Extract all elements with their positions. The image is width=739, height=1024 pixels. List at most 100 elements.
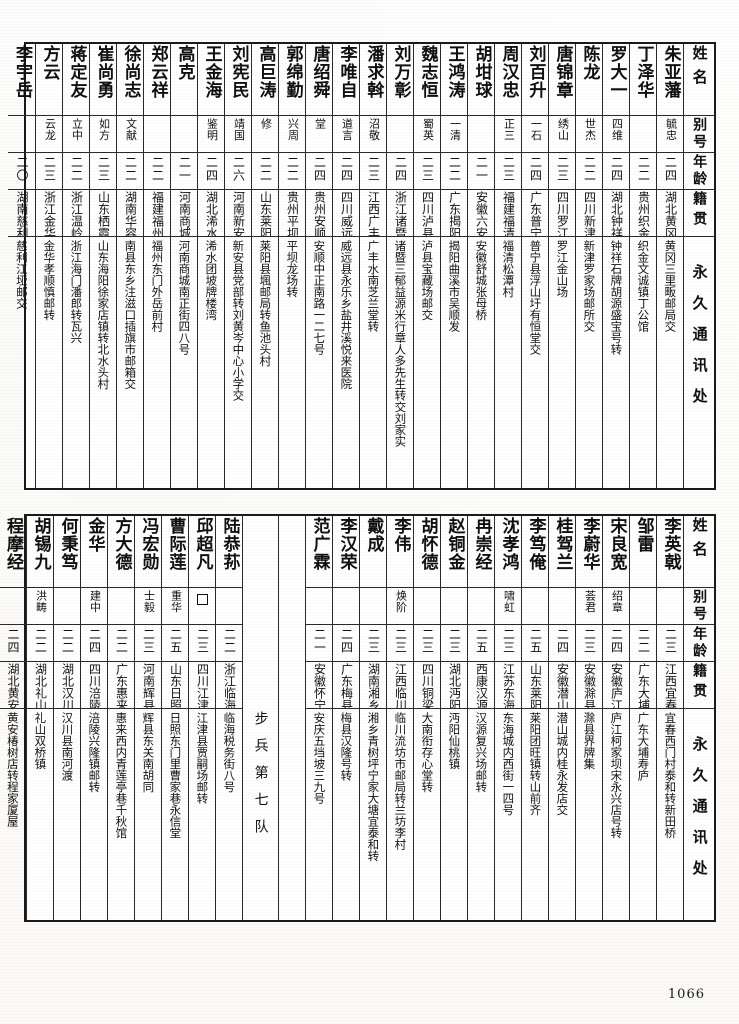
person-origin: 江西广丰 bbox=[360, 190, 386, 237]
person-address: 大南衔存心堂转 bbox=[414, 709, 440, 920]
person-column[interactable]: 潘求斡 沼敬 二三 江西广丰 广丰水南芝兰堂转 bbox=[359, 44, 386, 488]
person-column[interactable]: 郑云祥 二二 福建福州 福州东门外岳前村 bbox=[143, 44, 170, 488]
person-alias: 重华 bbox=[162, 588, 188, 625]
person-column[interactable]: 程摩经 二四 湖北黄安 黄安椿树店转程家厦屋 bbox=[0, 516, 26, 920]
person-column[interactable]: 范广霖 二一 安徽怀宁 安庆五垱坡三九号 bbox=[305, 516, 332, 920]
person-column[interactable]: 朱亚藩 毓忠 二四 湖北黄冈 黄冈三里畈邮局交 bbox=[656, 44, 683, 488]
row-header-column: 姓名 别号 年龄 籍贯 永久通讯处 bbox=[683, 44, 714, 488]
person-name: 刘百升 bbox=[522, 44, 548, 116]
header-alias: 别号 bbox=[684, 116, 714, 153]
person-name: 郭绵勤 bbox=[279, 44, 305, 116]
person-address-text: 辉县东关南胡同 bbox=[141, 712, 156, 793]
person-alias: 绍章 bbox=[603, 588, 629, 625]
person-column[interactable]: 唐锦章 绣山 二三 四川罗江 罗江金山场 bbox=[548, 44, 575, 488]
person-origin-text: 江苏东海 bbox=[501, 663, 516, 709]
person-age: 二二 bbox=[108, 625, 134, 662]
person-column[interactable]: 曹际莲 重华 二五 山东日照 日照东门里曹家巷永信堂 bbox=[161, 516, 188, 920]
person-alias-text: 道言 bbox=[340, 118, 354, 141]
person-address-text: 广东大埔寿庐 bbox=[636, 712, 651, 781]
person-column[interactable]: 王金海 鉴明 二四 湖北浠水 浠水团坡牌楼湾 bbox=[197, 44, 224, 488]
person-address: 潜山城内桂永发店交 bbox=[549, 709, 575, 920]
person-column[interactable]: 李汉荣 二四 广东梅县 梅县汉隆号转 bbox=[332, 516, 359, 920]
person-column[interactable]: 高克 二一 河南商城 河南商城南正街四八号 bbox=[170, 44, 197, 488]
person-column[interactable]: 徐尚志 文献 二二 湖南华容 南县东乡注滋口插旗市邮箱交 bbox=[116, 44, 143, 488]
person-column[interactable]: 戴成 二三 湖南湘乡 湘乡青树坪宁家大塘宜泰和转 bbox=[359, 516, 386, 920]
person-column[interactable]: 李蔚华 荟君 二三 安徽滁县 滁县界牌集 bbox=[575, 516, 602, 920]
person-column[interactable]: 宋良宽 绍章 二四 安徽庐江 庐江柯家坝宋永兴店号转 bbox=[602, 516, 629, 920]
person-column[interactable]: 李宇岳 二〇 湖南慈利 慈利江垭邮交 bbox=[8, 44, 35, 488]
person-name: 李汉荣 bbox=[333, 516, 359, 588]
person-address-text: 涪陵兴隆镇邮转 bbox=[87, 712, 102, 793]
person-column[interactable]: 邹雷 二二 广东大埔 广东大埔寿庐 bbox=[629, 516, 656, 920]
person-column[interactable]: 胡坩球 二一 安徽六安 安徽舒城张母桥 bbox=[467, 44, 494, 488]
person-name-text: 周汉忠 bbox=[498, 45, 519, 99]
person-column[interactable]: 陈龙 世杰 二二 四川新津 新津罗家场邮所交 bbox=[575, 44, 602, 488]
person-column[interactable]: 刘万彰 二四 浙江诸暨 诸暨三郁益源米行章人多先生转交刘家实 bbox=[386, 44, 413, 488]
person-age-text: 二四 bbox=[339, 156, 354, 182]
person-origin: 西康汉源 bbox=[468, 662, 494, 709]
person-age: 二二 bbox=[630, 153, 656, 190]
person-address: 平坝龙场转 bbox=[279, 237, 305, 488]
person-origin-text: 四川新津 bbox=[582, 191, 597, 237]
person-origin: 广东大埔 bbox=[630, 662, 656, 709]
header-address-text: 永久通讯处 bbox=[690, 264, 709, 419]
person-column[interactable]: 王鸿涛 一清 二二 广东揭阳 揭阳曲溪市吴顺发 bbox=[440, 44, 467, 488]
person-column[interactable]: 赵铜金 二三 湖北沔阳 沔阳仙桃镇 bbox=[440, 516, 467, 920]
person-column[interactable]: 胡锡九 洪畴 二二 湖北礼山 礼山双桥镇 bbox=[26, 516, 53, 920]
person-column[interactable]: 何秉笃 二二 湖北汉川 汉川县南河渡 bbox=[53, 516, 80, 920]
person-origin: 山东日照 bbox=[162, 662, 188, 709]
person-column[interactable]: 方云 云龙 二三 浙江金华 金华孝顺慎邮转 bbox=[35, 44, 62, 488]
person-origin-text: 江西广丰 bbox=[366, 191, 381, 237]
person-address: 东海城内西街一四号 bbox=[495, 709, 521, 920]
person-column[interactable]: 桂驾兰 二四 安徽潜山 潜山城内桂永发店交 bbox=[548, 516, 575, 920]
person-column[interactable]: 丁泽华 二二 贵州织金 织金文诚镇丁公馆 bbox=[629, 44, 656, 488]
person-column[interactable]: 刘宪民 靖国 二六 河南新安 新安县党部转刘黄岑中心小学交 bbox=[224, 44, 251, 488]
person-column[interactable]: 邱超凡 二三 四川江津 江津县贾嗣场邮转 bbox=[188, 516, 215, 920]
person-alias: 如方 bbox=[90, 116, 116, 153]
person-address: 梅县汉隆号转 bbox=[333, 709, 359, 920]
person-column[interactable]: 李英戟 二三 江西宜春 宜春西门村泰和转新田桥 bbox=[656, 516, 683, 920]
person-age: 二三 bbox=[36, 153, 62, 190]
person-origin-text: 湖南华容 bbox=[123, 191, 138, 237]
person-name: 王鸿涛 bbox=[441, 44, 467, 116]
person-address: 泸县宝藏场邮交 bbox=[414, 237, 440, 488]
person-alias bbox=[387, 116, 413, 153]
person-origin: 湖南湘乡 bbox=[360, 662, 386, 709]
person-column[interactable]: 李唯自 道言 二四 四川威远 威远县永乐乡盐井溪悦来医院 bbox=[332, 44, 359, 488]
person-column[interactable]: 唐绍舜堂二四 贵州安顺 安顺中正南路一二七号 bbox=[305, 44, 332, 488]
person-column[interactable]: 李伟 焕阶 二三 江西临川 临川流坊市邮局转兰坊李村 bbox=[386, 516, 413, 920]
person-column[interactable]: 冯宏勋 士毅 二三 河南辉县 辉县东关南胡同 bbox=[134, 516, 161, 920]
person-column[interactable]: 冉崇经 二五 西康汉源 汉源复兴场邮转 bbox=[467, 516, 494, 920]
person-name-text: 刘百升 bbox=[525, 45, 546, 99]
person-column[interactable]: 罗大一 四维 二四 湖北钟祥 钟祥石牌胡源盛宝号转 bbox=[602, 44, 629, 488]
person-column[interactable]: 周汉忠 正三 二三 福建福清 福清松潭村 bbox=[494, 44, 521, 488]
person-age-text: 二三 bbox=[141, 628, 156, 654]
person-age-text: 二三 bbox=[501, 628, 516, 654]
person-column[interactable]: 高巨涛修二二 山东莱阳 莱阳县堸邮局转鱼池头村 bbox=[251, 44, 278, 488]
person-name: 李蔚华 bbox=[576, 516, 602, 588]
header-origin-text: 籍贯 bbox=[691, 191, 708, 231]
person-address: 普宁县浮山圩有恒堂交 bbox=[522, 237, 548, 488]
person-column[interactable]: 胡怀德 二三 四川铜梁 大南衔存心堂转 bbox=[413, 516, 440, 920]
person-alias: 蜀英 bbox=[414, 116, 440, 153]
person-alias-text: 绍章 bbox=[610, 590, 624, 613]
person-age-text: 二一 bbox=[474, 156, 489, 182]
person-column[interactable]: 郭绵勤 兴周 二二 贵州平坝 平坝龙场转 bbox=[278, 44, 305, 488]
person-origin: 四川涪陵 bbox=[81, 662, 107, 709]
person-name: 魏志恒 bbox=[414, 44, 440, 116]
person-column[interactable]: 蒋定友 立中 二二 浙江温岭 浙江海门潘郎转瓦兴 bbox=[62, 44, 89, 488]
person-column[interactable]: 陆恭荪 二二 浙江临海 临海税务街八号 bbox=[215, 516, 242, 920]
person-column[interactable]: 李笃俺 二五 山东莱阳 莱阳团旺镇转山前齐 bbox=[521, 516, 548, 920]
person-column[interactable]: 金华 建中 二四 四川涪陵 涪陵兴隆镇邮转 bbox=[80, 516, 107, 920]
person-address-text: 威远县永乐乡盐井溪悦来医院 bbox=[339, 240, 354, 390]
person-address-text: 钟祥石牌胡源盛宝号转 bbox=[609, 240, 624, 355]
person-column[interactable]: 方大德 二二 广东惠来 惠来西内青莲亭巷千秋馆 bbox=[107, 516, 134, 920]
person-origin: 湖北黄冈 bbox=[657, 190, 683, 237]
person-column[interactable]: 沈孝鸿 啸虹 二三 江苏东海 东海城内西街一四号 bbox=[494, 516, 521, 920]
person-age: 二二 bbox=[216, 625, 242, 662]
person-column[interactable]: 魏志恒 蜀英 二三 四川泸县 泸县宝藏场邮交 bbox=[413, 44, 440, 488]
person-column[interactable]: 刘百升 一石 二四 广东普宁 普宁县浮山圩有恒堂交 bbox=[521, 44, 548, 488]
person-name-text: 刘万彰 bbox=[390, 45, 411, 99]
person-name: 唐锦章 bbox=[549, 44, 575, 116]
person-column[interactable]: 崔尚勇 如方 二三 山东栖霞 山东海阳徐家店镇转北水头村 bbox=[89, 44, 116, 488]
